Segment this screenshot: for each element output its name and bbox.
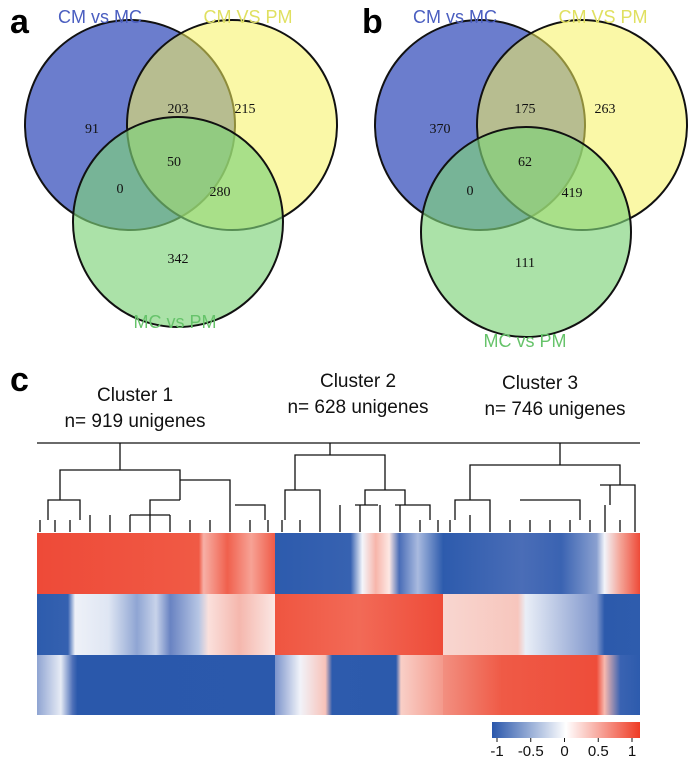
cluster-name: Cluster 2 [320, 371, 396, 392]
colorbar-tick-label: 0 [560, 743, 568, 760]
heatmap-cell [443, 655, 640, 715]
heatmap-panel: c Cluster 1 n= 919 unigenes Cluster 2 n=… [10, 361, 640, 738]
set-label: CM vs MC [413, 7, 497, 27]
region-count: 419 [562, 186, 583, 201]
colorbar-tick-label: 0.5 [588, 743, 609, 760]
heatmap-cell [37, 533, 275, 594]
set-label: MC vs PM [134, 312, 217, 332]
region-count: 203 [168, 102, 189, 117]
heatmap [37, 533, 640, 715]
heatmap-cell [275, 655, 443, 715]
region-count: 111 [515, 256, 535, 271]
cluster-count: n= 919 unigenes [64, 411, 205, 432]
cluster-name: Cluster 1 [97, 385, 173, 406]
panel-letter: a [10, 3, 30, 41]
region-count: 91 [85, 122, 99, 137]
region-count: 215 [235, 102, 256, 117]
set-circle [72, 116, 284, 328]
region-count: 342 [168, 252, 189, 267]
heatmap-cell [443, 533, 640, 594]
heatmap-cell [37, 655, 275, 715]
region-count: 175 [515, 102, 536, 117]
heatmap-cell [443, 594, 640, 655]
colorbar-tick-label: 1 [628, 743, 636, 760]
set-circle [420, 126, 632, 338]
venn-b: b CM vs MC CM VS PM MC vs PM 370 175 263… [362, 3, 688, 351]
heatmap-cell [275, 533, 443, 594]
region-count: 62 [518, 155, 532, 170]
colorbar-tick-label: -0.5 [518, 743, 544, 760]
region-count: 0 [467, 184, 474, 199]
dendrogram [37, 442, 640, 532]
panel-letter: b [362, 3, 383, 41]
set-label: MC vs PM [484, 331, 567, 351]
region-count: 370 [430, 122, 451, 137]
region-count: 50 [167, 155, 181, 170]
panel-letter: c [10, 361, 29, 399]
venn-a: a CM vs MC CM VS PM MC vs PM 91 203 215 … [10, 3, 338, 332]
set-label: CM VS PM [558, 7, 647, 27]
cluster-count: n= 746 unigenes [484, 399, 625, 420]
set-label: CM vs MC [58, 7, 142, 27]
colorbar-tick-label: -1 [490, 743, 503, 760]
set-label: CM VS PM [203, 7, 292, 27]
colorbar [492, 722, 640, 738]
region-count: 0 [117, 182, 124, 197]
cluster-name: Cluster 3 [502, 373, 578, 394]
region-count: 263 [595, 102, 616, 117]
cluster-count: n= 628 unigenes [287, 397, 428, 418]
heatmap-cell [37, 594, 275, 655]
region-count: 280 [210, 185, 231, 200]
heatmap-cell [275, 594, 443, 655]
